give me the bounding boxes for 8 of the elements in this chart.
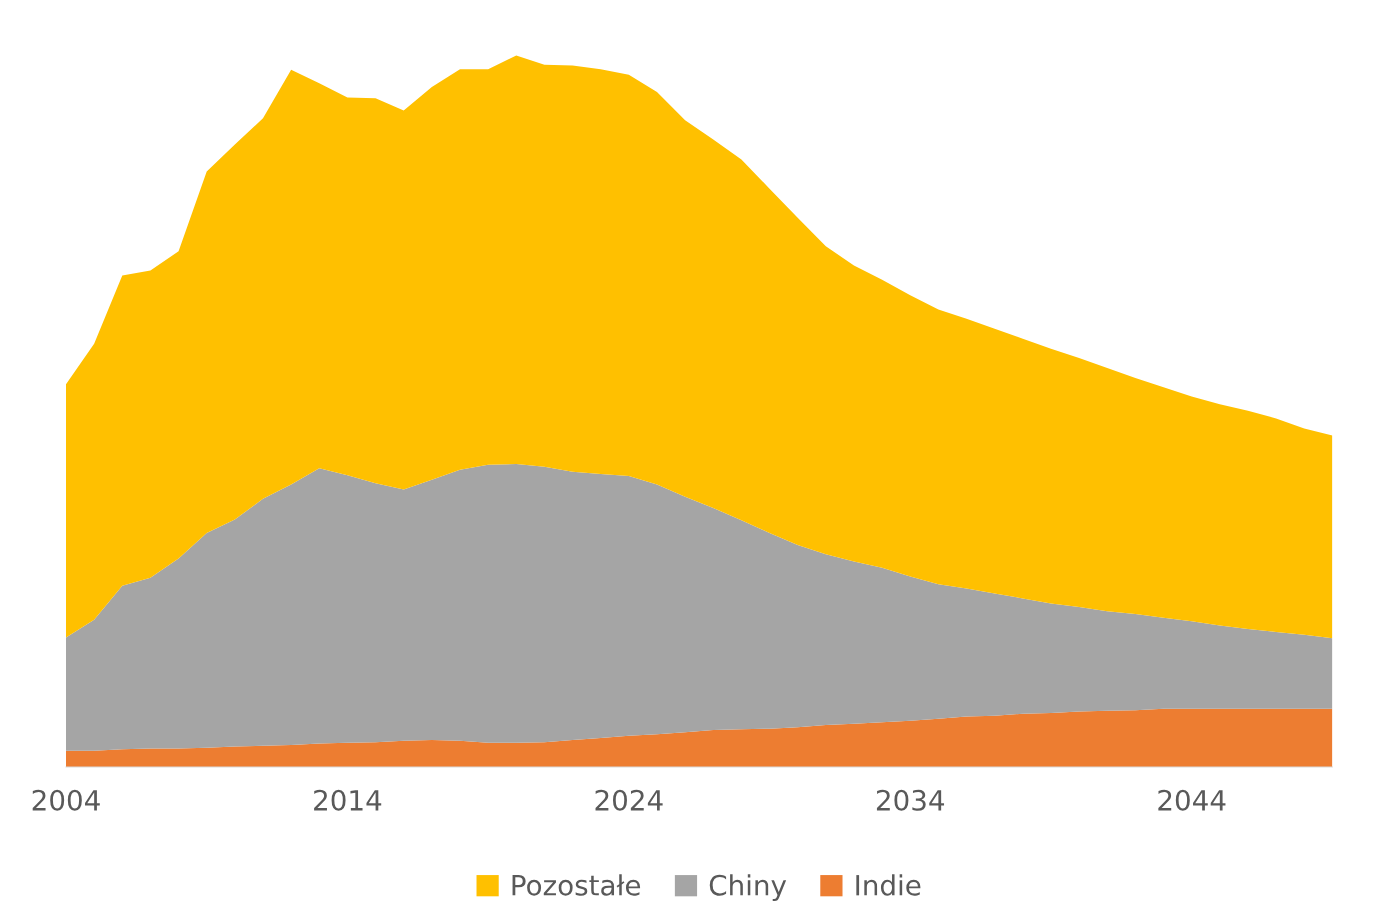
x-tick-label: 2044 <box>1158 789 1226 811</box>
x-tick-label: 2004 <box>32 789 100 811</box>
legend-label: Indie <box>856 874 921 896</box>
x-tick-label: 2034 <box>876 789 945 811</box>
legend-label: Pozostałe <box>512 874 641 896</box>
x-tick-label: 2024 <box>595 789 663 811</box>
x-tick-label: 2014 <box>314 789 382 811</box>
legend-label: Chiny <box>709 874 787 902</box>
